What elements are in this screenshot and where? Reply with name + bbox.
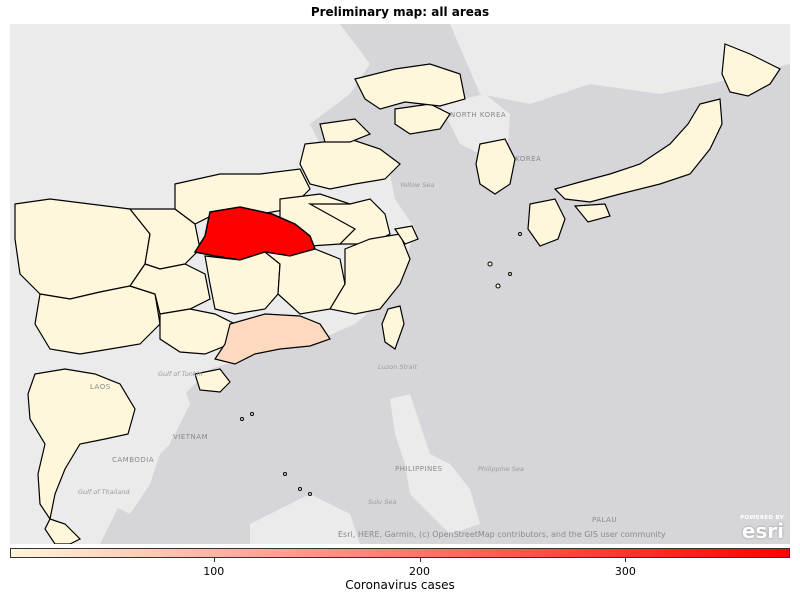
colorbar-label: Coronavirus cases [345,578,455,592]
label-vietnam: VIETNAM [173,433,208,441]
region-south-korea[interactable] [475,138,516,195]
region-shanghai[interactable] [393,225,419,245]
region-shikoku[interactable] [573,203,611,223]
region-guizhou[interactable] [129,263,211,315]
label-sulu-sea: Sulu Sea [368,498,396,506]
esri-powered-text: POWERED BY [740,515,784,521]
colorbar-tick [625,558,627,562]
region-zhejiang-fujian[interactable] [329,233,411,315]
label-philippines: PHILIPPINES [395,465,443,473]
label-yellow-sea: Yellow Sea [400,181,434,189]
label-palau: PALAU [592,516,617,524]
label-korea: KOREA [515,155,541,163]
region-hokkaido[interactable] [721,43,781,97]
land-korea-background [440,94,510,154]
small-islands [240,232,522,496]
land-russia-background [450,24,790,104]
colorbar-tick-label: 300 [614,565,636,578]
region-beijing-tianjin[interactable] [319,118,372,143]
land-borneo-background [250,494,360,544]
esri-brand-text: esri [741,519,784,543]
region-hainan[interactable] [194,368,231,393]
region-tibet-yunnan-west[interactable] [14,198,151,300]
region-honshu[interactable] [553,98,723,203]
map-attribution: Esri, HERE, Garmin, (c) OpenStreetMap co… [338,530,666,539]
colorbar [10,548,790,558]
colorbar-tick [419,558,421,562]
label-gulf-of-tonkin: Gulf of Tonkin [158,370,203,378]
label-luzon-strait: Luzon Strait [378,363,417,371]
region-guangdong[interactable] [214,313,331,365]
region-taiwan[interactable] [381,305,405,350]
region-malay-peninsula[interactable] [44,518,82,544]
colorbar-tick [213,558,215,562]
region-thailand[interactable] [27,368,136,521]
region-jilin-heilongjiang[interactable] [354,63,466,110]
map-svg: NORTH KOREA KOREA Yellow Sea LAOS VIETNA… [10,24,790,544]
map-canvas[interactable]: NORTH KOREA KOREA Yellow Sea LAOS VIETNA… [10,24,790,544]
label-gulf-of-thailand: Gulf of Thailand [78,488,130,496]
colorbar-tick-label: 200 [409,565,431,578]
label-cambodia: CAMBODIA [112,456,154,464]
colorbar-tick-label: 100 [203,565,225,578]
map-title: Preliminary map: all areas [310,5,490,19]
label-laos: LAOS [90,383,111,391]
region-liaoning[interactable] [394,103,451,135]
region-shandong-hebei[interactable] [299,138,401,190]
land-philippines-background [390,394,480,534]
label-north-korea: NORTH KOREA [450,111,506,119]
esri-logo: POWERED BY esri [722,513,788,543]
region-yunnan[interactable] [34,285,161,355]
region-shikoku-kyushu[interactable] [527,198,566,247]
region-hunan[interactable] [204,251,281,315]
label-philippine-sea: Philippine Sea [478,465,524,473]
